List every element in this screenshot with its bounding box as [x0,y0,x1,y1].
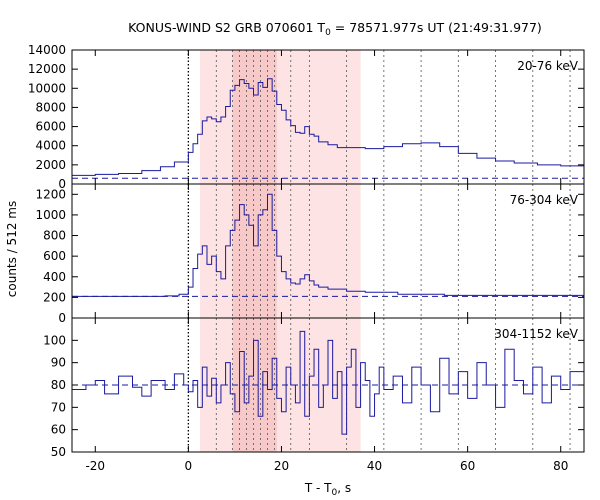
y-tick-label: 6000 [35,120,66,134]
y-tick-label: 70 [51,400,66,414]
x-axis-label: T - T0, s [304,481,351,498]
y-tick-label: 14000 [28,43,66,57]
y-tick-label: 800 [43,229,66,243]
y-tick-label: 2000 [35,158,66,172]
y-tick-label: 100 [43,333,66,347]
y-tick-label: 80 [51,378,66,392]
y-axis-label: counts / 512 ms [5,201,19,297]
x-tick-label: 20 [274,459,289,473]
x-tick-label: 40 [367,459,382,473]
y-tick-label: 0 [58,177,66,191]
chart-title: KONUS-WIND S2 GRB 070601 T0 = 78571.977s… [128,20,542,38]
x-tick-label: 80 [553,459,568,473]
y-tick-label: 1200 [35,187,66,201]
y-tick-label: 8000 [35,100,66,114]
y-tick-label: 90 [51,356,66,370]
y-tick-label: 400 [43,270,66,284]
shaded-interval-light [200,50,361,184]
y-tick-label: 1000 [35,208,66,222]
panel-middle: 0 200 400 600 800 1000 1200 76-304 keV [35,183,585,325]
y-tick-label: 600 [43,249,66,263]
y-tick-label: 10000 [28,81,66,95]
panel-top: 0 2000 4000 6000 8000 10000 12000 14000 20-76 ke… [28,43,585,191]
energy-band-label: 304-1152 keV [494,327,578,341]
y-tick-label: 50 [51,445,66,459]
y-tick-label: 12000 [28,62,66,76]
energy-band-label: 20-76 keV [517,59,579,73]
x-tick-label: 0 [185,459,193,473]
y-tick-label: 200 [43,290,66,304]
shaded-interval-light [200,184,361,318]
y-tick-label: 60 [51,423,66,437]
x-tick-label: -20 [85,459,105,473]
y-tick-label: 0 [58,311,66,325]
count-rate-step-line [72,78,585,176]
count-rate-step-line [72,193,585,297]
energy-band-label: 76-304 keV [510,193,579,207]
panel-bottom: 50 60 70 80 90 100 304-1152 keV [43,317,585,459]
x-tick-label: 60 [460,459,475,473]
count-rate-step-line [72,330,585,435]
y-tick-label: 4000 [35,139,66,153]
